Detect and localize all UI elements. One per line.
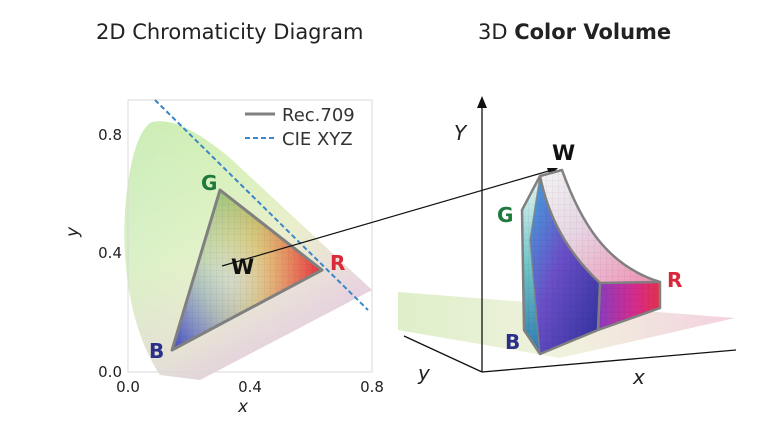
x-tick-2: 0.8 (360, 378, 384, 396)
right-title-prefix: 3D (478, 20, 515, 44)
chromaticity-plot: 0.0 0.4 0.8 x 0.0 0.4 0.8 y Rec.709 CIE … (63, 99, 384, 417)
axis-x-line (481, 349, 737, 373)
legend-cie-label: CIE XYZ (282, 129, 353, 150)
plot-frame (127, 99, 373, 373)
rec709-gamut (170, 188, 324, 352)
x-axis: 0.0 0.4 0.8 x (116, 378, 384, 417)
label-b-left: B (149, 339, 164, 363)
axis-x-label: x (632, 365, 645, 389)
y-tick-0: 0.0 (98, 363, 122, 381)
label-b-right: B (505, 330, 520, 354)
color-volume-plot: Y x y W G R B (398, 96, 737, 389)
x-tick-1: 0.4 (238, 378, 262, 396)
label-w-left: W (231, 255, 254, 279)
y-tick-1: 0.4 (98, 244, 122, 262)
axis-Y-arrowhead (477, 96, 487, 108)
x-tick-0: 0.0 (116, 378, 140, 396)
right-title-bold: Color Volume (514, 20, 672, 44)
right-title: 3D Color Volume (478, 20, 671, 44)
label-g-left: G (201, 171, 217, 195)
axis-Y-label: Y (454, 121, 468, 145)
volume-outline (520, 168, 662, 356)
axis-y-line (403, 335, 483, 373)
color-volume-solid (520, 168, 662, 356)
y-axis: 0.0 0.4 0.8 y (63, 126, 122, 381)
y-tick-2: 0.8 (98, 126, 122, 144)
legend: Rec.709 CIE XYZ (245, 105, 355, 150)
legend-rec709-label: Rec.709 (282, 105, 355, 126)
rec709-triangle-outline (170, 188, 324, 352)
x-axis-label: x (237, 397, 249, 417)
label-g-right: G (497, 203, 513, 227)
y-axis-label: y (63, 226, 83, 238)
label-w-right: W (552, 141, 575, 165)
label-r-left: R (330, 251, 345, 275)
label-r-right: R (667, 268, 682, 292)
axis-y-label: y (417, 361, 431, 385)
cie-xyz-line (154, 99, 369, 311)
left-title: 2D Chromaticity Diagram (96, 20, 364, 44)
